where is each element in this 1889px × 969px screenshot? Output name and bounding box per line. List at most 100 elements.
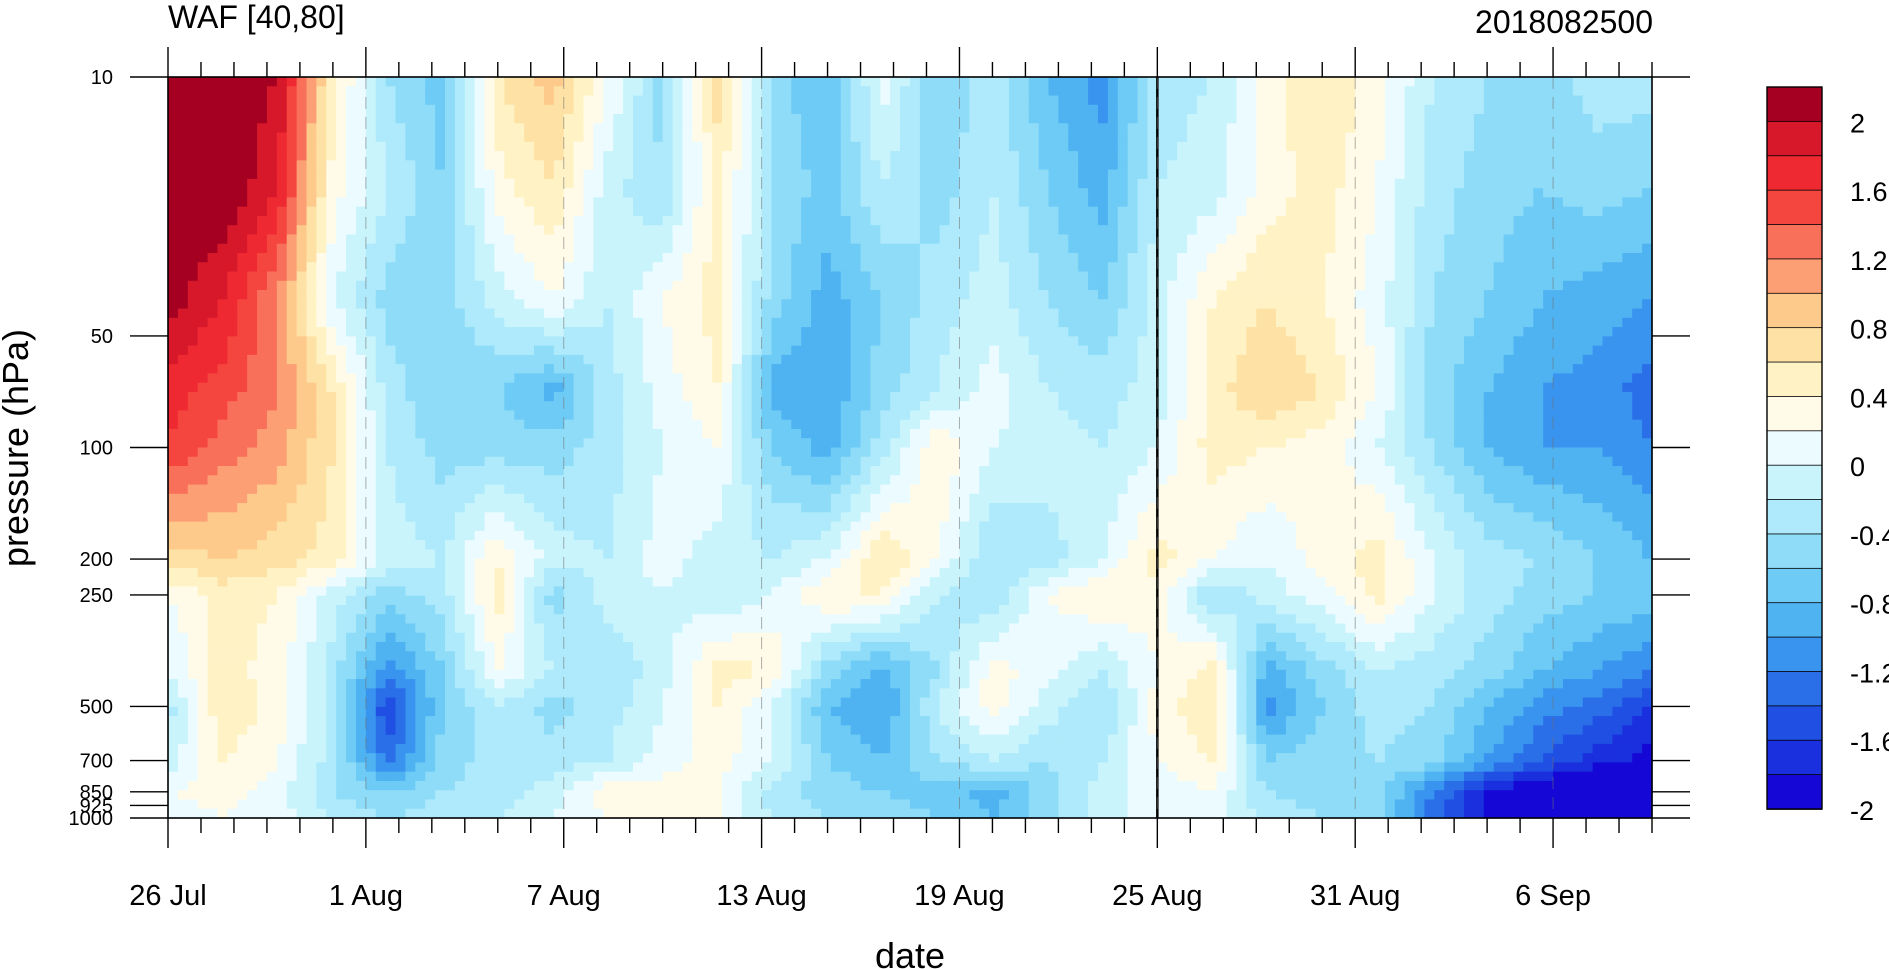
contour-cell <box>722 290 733 300</box>
contour-cell <box>613 141 624 152</box>
contour-cell <box>514 151 525 161</box>
contour-cell <box>1097 188 1109 199</box>
contour-cell <box>910 336 921 347</box>
contour-cell <box>1612 290 1623 300</box>
contour-cell <box>830 151 842 161</box>
contour-cell <box>850 354 862 365</box>
contour-cell <box>1473 327 1485 337</box>
contour-cell <box>1157 114 1168 124</box>
contour-cell <box>514 299 525 310</box>
contour-cell <box>652 95 664 106</box>
contour-cell <box>1236 104 1247 115</box>
contour-cell <box>445 317 456 328</box>
contour-cell <box>395 225 407 236</box>
contour-cell <box>910 86 921 97</box>
contour-cell <box>385 234 397 245</box>
contour-cell <box>652 308 664 319</box>
contour-cell <box>1582 197 1594 208</box>
contour-cell <box>326 151 337 161</box>
contour-cell <box>1464 77 1475 87</box>
contour-cell <box>326 114 337 124</box>
contour-cell <box>1444 354 1455 365</box>
contour-cell <box>870 86 881 97</box>
contour-cell <box>553 141 565 152</box>
contour-cell <box>514 345 525 356</box>
contour-cell <box>840 271 852 282</box>
contour-cell <box>1266 299 1277 310</box>
contour-cell <box>999 280 1010 291</box>
contour-cell <box>1097 95 1109 106</box>
contour-cell <box>613 299 624 310</box>
contour-cell <box>1137 123 1149 134</box>
contour-cell <box>1325 345 1337 356</box>
contour-cell <box>682 262 693 273</box>
contour-cell <box>494 123 505 134</box>
contour-cell <box>929 104 941 115</box>
contour-cell <box>910 354 921 365</box>
contour-cell <box>1256 336 1267 347</box>
contour-cell <box>474 104 486 115</box>
contour-cell <box>761 206 773 217</box>
contour-cell <box>1256 327 1267 337</box>
contour-cell <box>1355 132 1366 143</box>
contour-cell <box>712 225 723 236</box>
contour-cell <box>1177 234 1188 245</box>
contour-cell <box>1355 262 1366 273</box>
contour-cell <box>217 215 228 226</box>
contour-cell <box>1464 252 1475 263</box>
contour-cell <box>1266 77 1277 87</box>
contour-cell <box>603 123 614 134</box>
contour-cell <box>1503 104 1515 115</box>
contour-cell <box>1572 290 1584 300</box>
contour-cell <box>731 77 743 87</box>
contour-cell <box>1533 188 1544 199</box>
contour-cell <box>642 345 654 356</box>
contour-cell <box>1147 364 1158 374</box>
contour-cell <box>395 364 407 374</box>
contour-cell <box>1216 280 1228 291</box>
contour-cell <box>840 132 852 143</box>
contour-cell <box>524 160 535 171</box>
contour-cell <box>632 188 644 199</box>
contour-cell <box>1345 86 1356 97</box>
contour-cell <box>266 95 278 106</box>
contour-cell <box>1454 123 1465 134</box>
contour-cell <box>1325 132 1337 143</box>
contour-cell <box>227 299 238 310</box>
contour-cell <box>583 95 595 106</box>
contour-cell <box>346 151 357 161</box>
contour-cell <box>1345 290 1356 300</box>
contour-cell <box>286 262 298 273</box>
contour-cell <box>1493 225 1505 236</box>
contour-cell <box>1206 234 1218 245</box>
contour-cell <box>1117 206 1129 217</box>
contour-cell <box>1048 354 1059 365</box>
contour-cell <box>247 299 258 310</box>
contour-cell <box>1394 317 1406 328</box>
contour-cell <box>563 280 575 291</box>
contour-cell <box>1553 299 1564 310</box>
contour-cell <box>870 132 881 143</box>
contour-cell <box>484 336 496 347</box>
contour-cell <box>801 114 812 124</box>
contour-cell <box>1612 271 1623 282</box>
contour-cell <box>1592 95 1604 106</box>
contour-cell <box>969 86 980 97</box>
contour-cell <box>445 271 456 282</box>
contour-cell <box>385 197 397 208</box>
contour-cell <box>1008 197 1020 208</box>
contour-cell <box>1117 160 1129 171</box>
contour-cell <box>1543 345 1554 356</box>
contour-cell <box>979 151 990 161</box>
contour-cell <box>395 290 407 300</box>
contour-cell <box>919 77 931 87</box>
contour-cell <box>1008 336 1020 347</box>
contour-cell <box>1097 197 1109 208</box>
contour-cell <box>830 86 842 97</box>
contour-cell <box>722 364 733 374</box>
contour-cell <box>1038 160 1050 171</box>
contour-cell <box>1444 197 1455 208</box>
contour-cell <box>1493 317 1505 328</box>
contour-cell <box>771 206 782 217</box>
contour-cell <box>672 225 684 236</box>
